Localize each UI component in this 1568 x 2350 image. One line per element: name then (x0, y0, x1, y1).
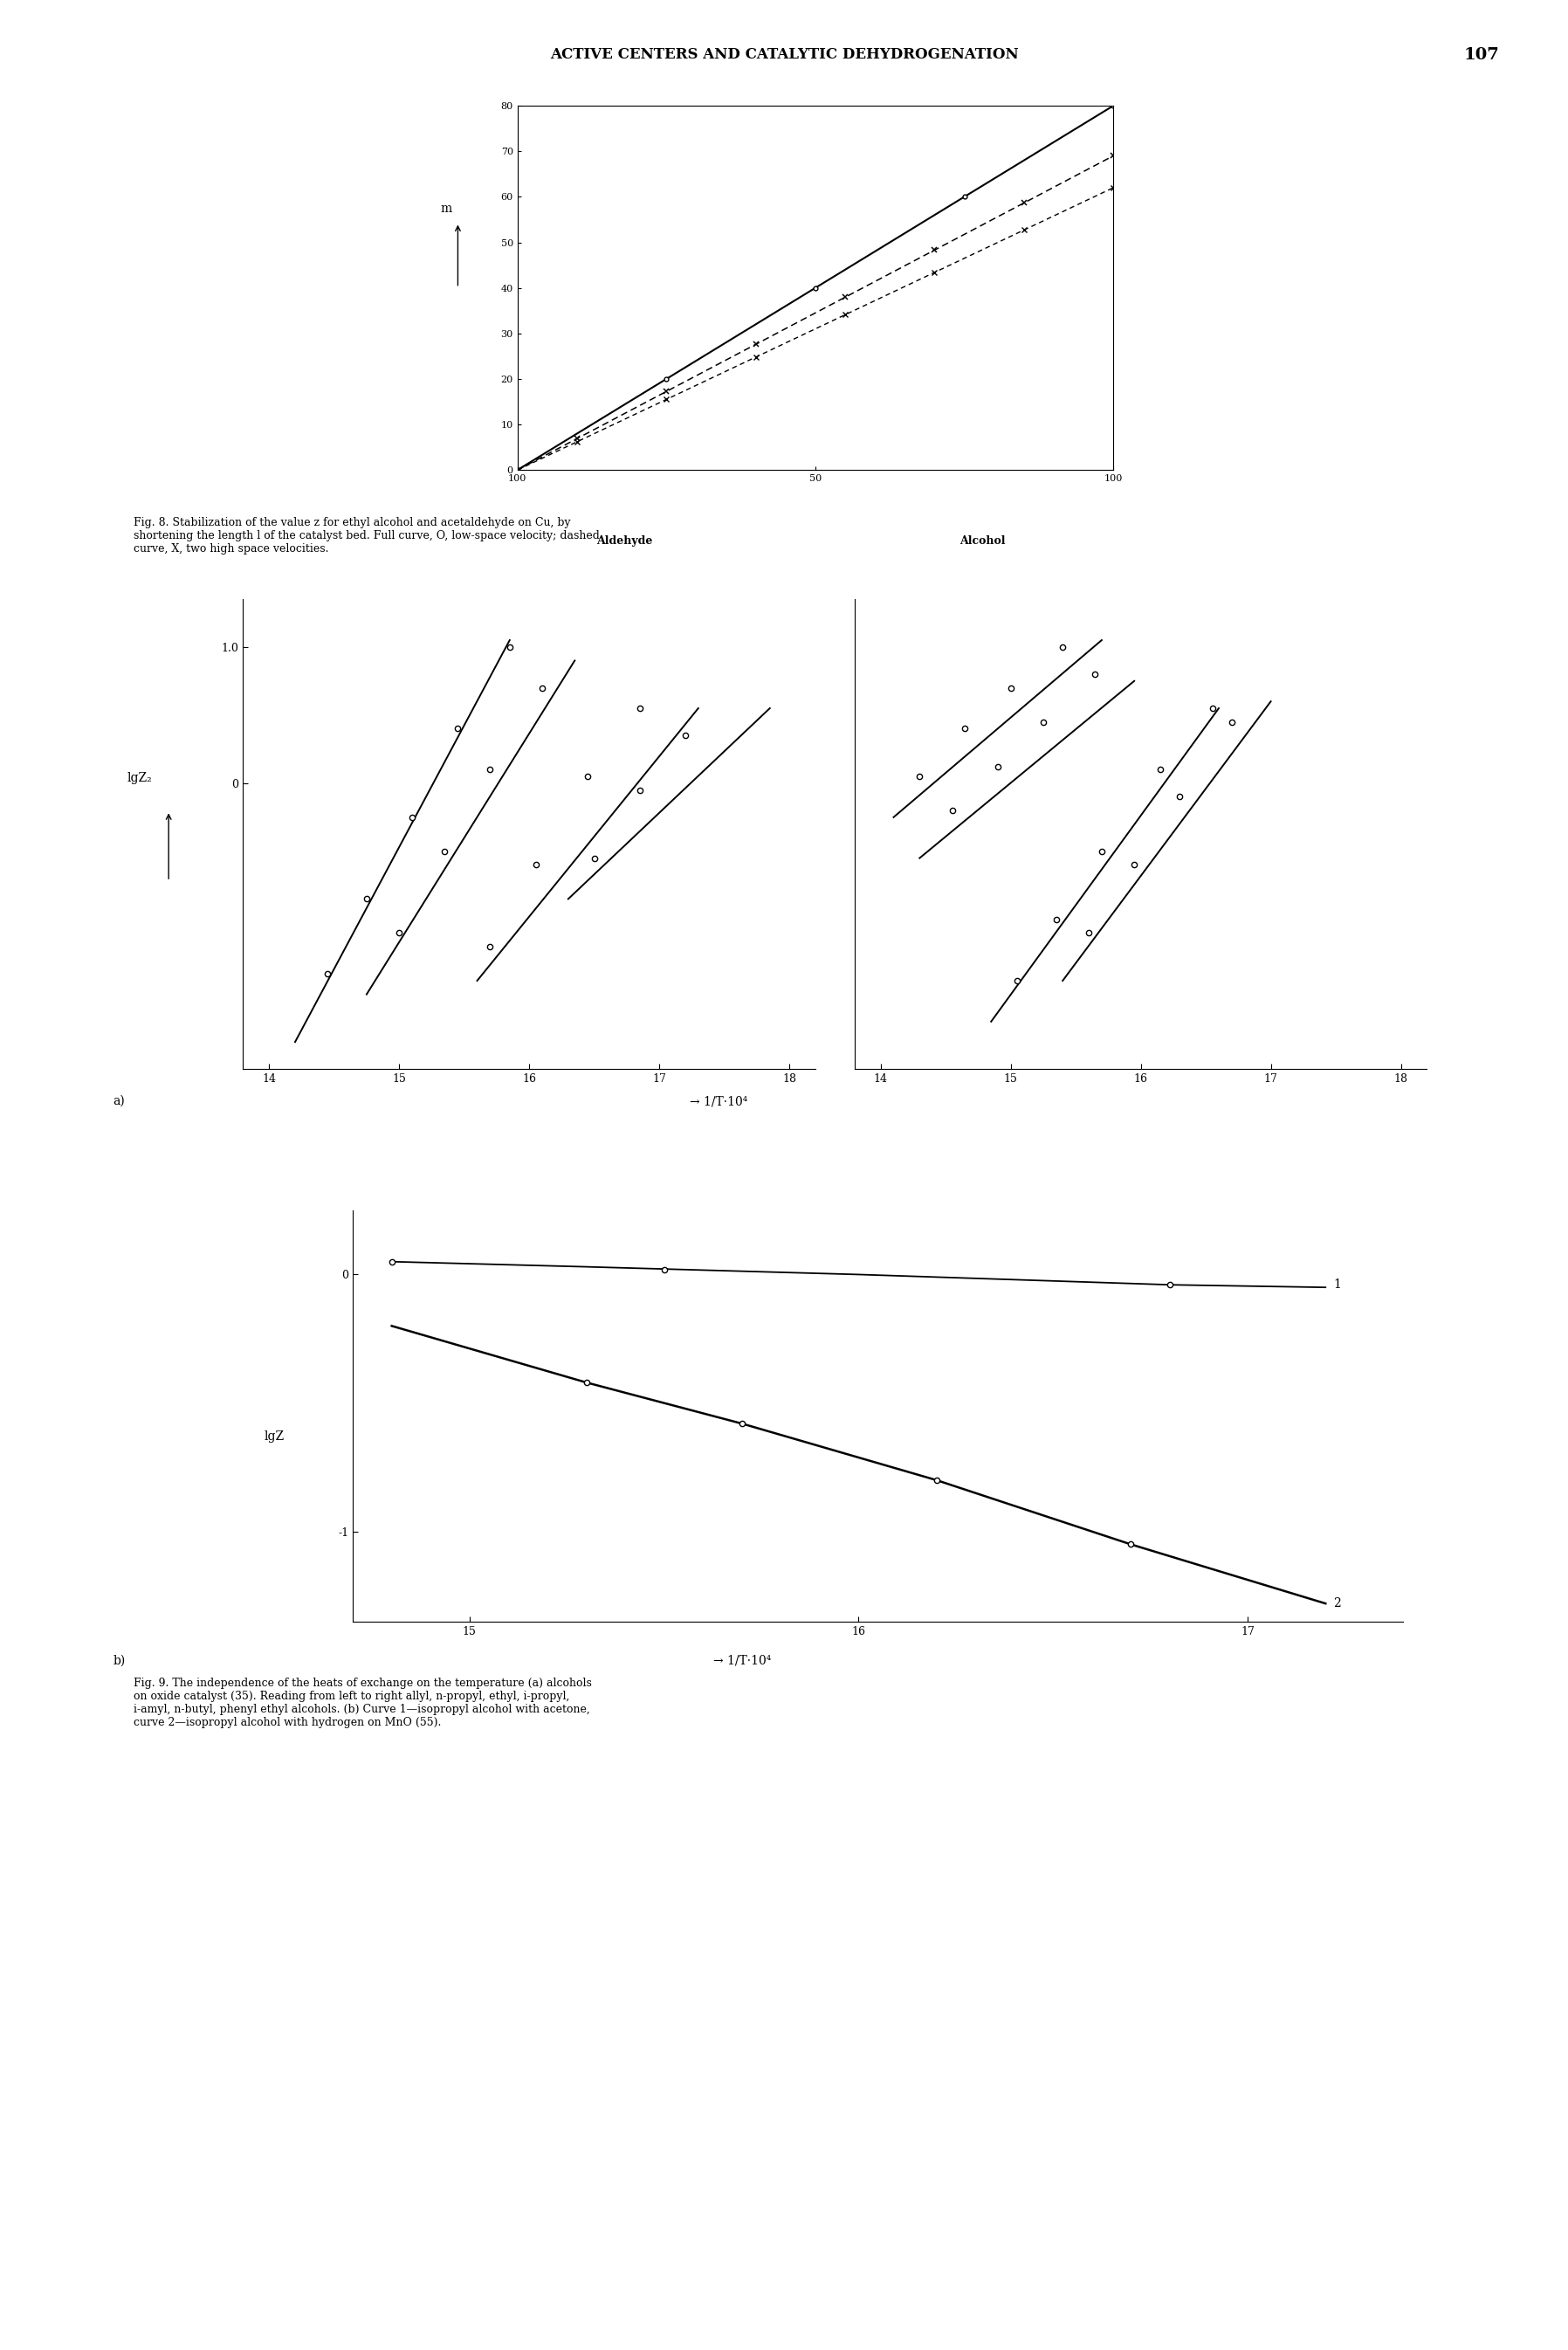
Text: Aldehyde: Aldehyde (596, 536, 652, 548)
Text: ACTIVE CENTERS AND CATALYTIC DEHYDROGENATION: ACTIVE CENTERS AND CATALYTIC DEHYDROGENA… (550, 47, 1018, 61)
Text: lgZ₂: lgZ₂ (127, 771, 152, 785)
Text: → 1/T·10⁴: → 1/T·10⁴ (713, 1654, 771, 1666)
Text: lgZ: lgZ (263, 1431, 284, 1443)
Text: a): a) (113, 1095, 125, 1107)
Text: Fig. 9. The independence of the heats of exchange on the temperature (a) alcohol: Fig. 9. The independence of the heats of… (133, 1678, 591, 1730)
Text: → 1/T·10⁴: → 1/T·10⁴ (690, 1095, 748, 1107)
Text: 107: 107 (1465, 47, 1499, 63)
Text: Fig. 8. Stabilization of the value z for ethyl alcohol and acetaldehyde on Cu, b: Fig. 8. Stabilization of the value z for… (133, 517, 599, 555)
Text: 1: 1 (1333, 1278, 1341, 1290)
Text: 2: 2 (1333, 1598, 1341, 1610)
Text: Alcohol: Alcohol (960, 536, 1005, 548)
Text: b): b) (113, 1654, 125, 1666)
Text: m: m (441, 202, 452, 214)
